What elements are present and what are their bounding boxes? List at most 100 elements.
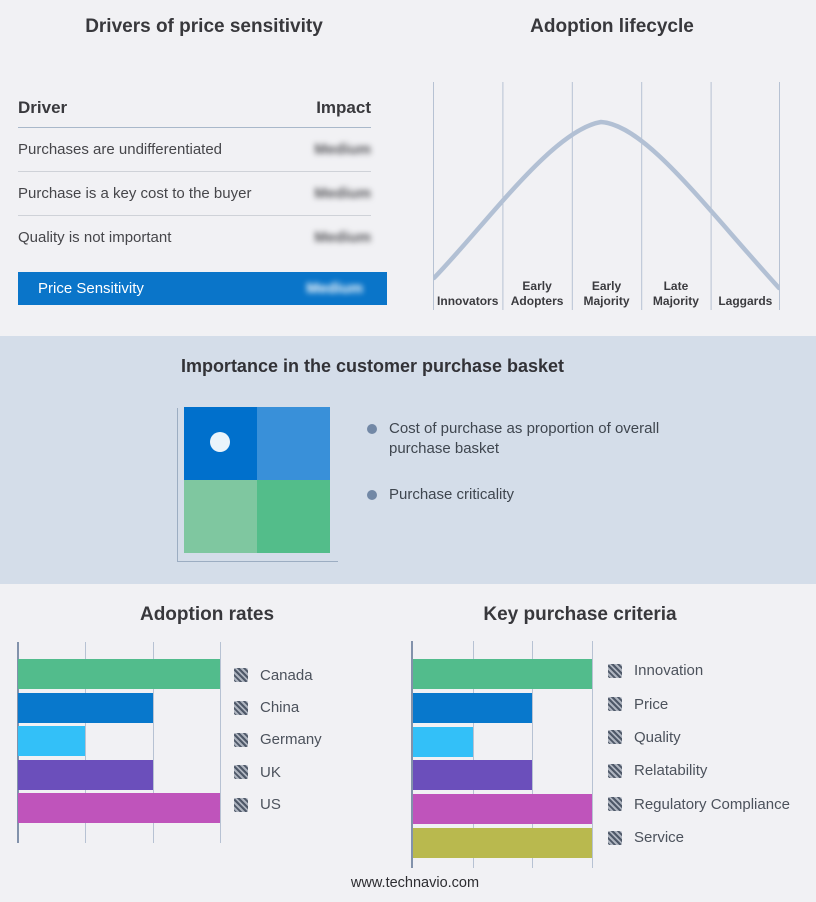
lifecycle-gridlines <box>433 82 780 310</box>
bar-canada <box>18 659 220 689</box>
key-criteria-axis <box>411 641 413 868</box>
legend-item-regulatory-compliance: Regulatory Compliance <box>608 788 790 821</box>
legend-item-service: Service <box>608 821 790 854</box>
impact-column-header: Impact <box>316 98 371 117</box>
legend-item-germany: Germany <box>234 724 322 756</box>
basket-bullet: Purchase criticality <box>367 485 665 505</box>
bar-price <box>413 692 533 723</box>
gridline <box>472 641 474 868</box>
lifecycle-stage-label: Laggards <box>718 293 773 308</box>
basket-axis-horizontal <box>177 561 338 562</box>
legend-hatch-swatch-icon <box>234 765 248 780</box>
driver-row: Purchase is a key cost to the buyer Mediu… <box>18 172 371 216</box>
impact-cell-blurred: Medium <box>314 141 371 158</box>
gridline <box>532 641 534 868</box>
legend-item-uk: UK <box>234 756 322 788</box>
key-criteria-legend: Innovation Price Quality Relatability Regula… <box>608 654 790 854</box>
drivers-section-title: Drivers of price sensitivity <box>85 16 323 37</box>
technavio-footer-url: www.technavio.com <box>350 875 480 891</box>
lifecycle-stage-label: Early Adopters <box>510 279 564 308</box>
legend-hatch-swatch-icon <box>608 830 622 845</box>
lifecycle-curve-svg <box>433 82 780 310</box>
price-sensitivity-highlight-row: Price Sensitivity Medium <box>18 272 387 305</box>
bar-china <box>18 692 153 723</box>
legend-item-price: Price <box>608 687 790 720</box>
bullet-text: Purchase criticality <box>389 486 515 503</box>
legend-item-relatability: Relatability <box>608 754 790 787</box>
quadrant-top-left <box>184 407 257 480</box>
driver-row: Purchases are undifferentiated Medium <box>18 128 371 172</box>
gridline <box>592 641 593 868</box>
drivers-table-rows: Purchases are undifferentiated Medium Purc… <box>18 128 371 259</box>
purchase-basket-quadrant <box>184 407 330 553</box>
gridline <box>85 642 87 843</box>
impact-cell-blurred: Medium <box>314 229 371 246</box>
adoption-rates-gridlines <box>18 642 221 843</box>
legend-label: Canada <box>260 666 313 684</box>
gridline <box>152 642 154 843</box>
lifecycle-stage-labels: Innovators Early Adopters Early Majority La… <box>433 279 780 308</box>
bar-relatability <box>413 760 533 791</box>
bullet-dot-icon <box>367 424 377 434</box>
key-purchase-criteria-title: Key purchase criteria <box>483 604 677 625</box>
legend-label: Innovation <box>634 662 704 680</box>
basket-bullet: Cost of purchase as proportion of overal… <box>367 419 665 459</box>
legend-item-canada: Canada <box>234 659 322 691</box>
quadrant-bottom-right <box>257 480 330 553</box>
lifecycle-stage-label: Innovators <box>437 293 499 308</box>
bar-us <box>18 793 220 823</box>
legend-hatch-swatch-icon <box>234 797 248 812</box>
drivers-table: Driver Impact Purchases are undifferenti… <box>18 92 371 259</box>
bullet-text: Cost of purchase as proportion of overal… <box>389 420 660 457</box>
lifecycle-section-title: Adoption lifecycle <box>530 16 694 37</box>
legend-hatch-swatch-icon <box>608 763 622 778</box>
bell-curve <box>433 119 780 291</box>
legend-item-us: US <box>234 789 322 821</box>
lifecycle-stage-label: Early Majority <box>583 279 630 308</box>
legend-hatch-swatch-icon <box>608 797 622 812</box>
bar-quality <box>413 726 473 757</box>
impact-cell-blurred: Medium <box>314 185 371 202</box>
lifecycle-stage-label: Late Majority <box>652 279 699 308</box>
legend-label: Relatability <box>634 762 708 780</box>
basket-axis-vertical <box>177 408 178 562</box>
legend-hatch-swatch-icon <box>608 697 622 712</box>
purchase-basket-band: Importance in the customer purchase bask… <box>0 336 816 584</box>
adoption-rates-bars <box>18 659 220 827</box>
legend-hatch-swatch-icon <box>234 668 248 683</box>
legend-hatch-swatch-icon <box>608 730 622 745</box>
bar-service <box>413 827 592 858</box>
basket-section-title: Importance in the customer purchase bask… <box>180 356 565 376</box>
legend-item-innovation: Innovation <box>608 654 790 687</box>
adoption-rates-legend: Canada China Germany UK US <box>234 659 322 821</box>
driver-column-header: Driver <box>18 98 68 117</box>
price-sensitivity-impact-blurred: Medium <box>306 280 363 297</box>
position-marker-dot <box>210 432 230 452</box>
driver-cell: Purchase is a key cost to the buyer <box>18 185 252 202</box>
legend-hatch-swatch-icon <box>608 663 622 678</box>
adoption-rates-title: Adoption rates <box>139 604 275 625</box>
driver-row: Quality is not important Medium <box>18 216 371 259</box>
key-criteria-gridlines <box>413 641 593 868</box>
bullet-dot-icon <box>367 490 377 500</box>
legend-label: Germany <box>260 731 322 749</box>
drivers-table-header: Driver Impact <box>18 92 371 128</box>
legend-label: US <box>260 796 281 814</box>
price-sensitivity-label: Price Sensitivity <box>38 280 144 297</box>
bar-regulatory-compliance <box>413 794 592 825</box>
legend-item-quality: Quality <box>608 721 790 754</box>
bar-innovation <box>413 659 592 689</box>
legend-label: Quality <box>634 728 681 746</box>
bar-uk <box>18 759 153 790</box>
quadrant-top-right <box>257 407 330 480</box>
quadrant-bottom-left <box>184 480 257 553</box>
adoption-lifecycle-chart: Innovators Early Adopters Early Majority La… <box>433 82 780 310</box>
key-criteria-bars <box>413 659 592 862</box>
driver-cell: Purchases are undifferentiated <box>18 141 223 158</box>
bar-germany <box>18 726 86 756</box>
basket-bullet-list: Cost of purchase as proportion of overal… <box>367 419 665 531</box>
gridline <box>220 642 221 843</box>
legend-item-china: China <box>234 691 322 723</box>
legend-label: Regulatory Compliance <box>634 795 790 813</box>
